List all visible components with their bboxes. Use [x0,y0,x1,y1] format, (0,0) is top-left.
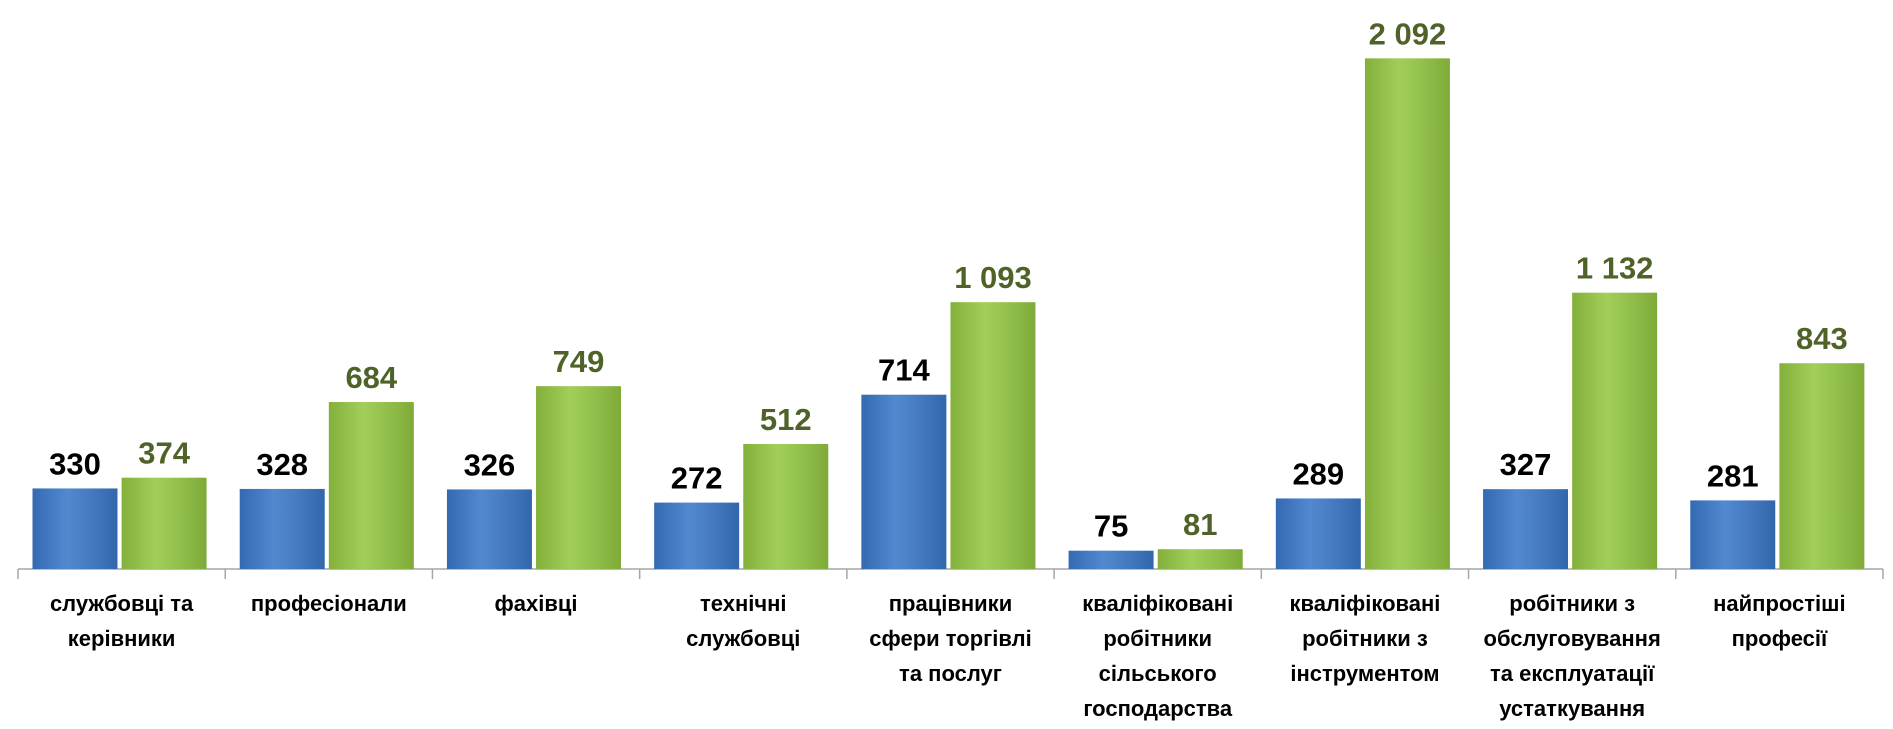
value-label: 81 [1183,507,1217,542]
value-label: 330 [49,446,101,481]
value-label: 684 [345,360,397,395]
value-label: 1 132 [1576,251,1654,286]
x-tick-label: найпростіші професії [1713,591,1846,651]
x-tick-label: робітники з обслуговування та експлуатації… [1484,591,1661,721]
value-label: 2 092 [1369,16,1447,51]
value-label: 512 [760,402,812,437]
bar-shading [861,394,947,569]
bar-shading [1068,550,1154,569]
value-label: 272 [671,461,723,496]
bar-shading [32,488,118,569]
bar-shading [1157,549,1243,569]
bar-shading [536,386,622,569]
bar-shading [1779,363,1865,569]
bar-shading [446,489,532,569]
bar-shading [1275,498,1361,569]
x-tick-label: фахівці [495,591,578,616]
x-tick-label: службовці та керівники [50,591,194,651]
bar-shading [121,477,207,569]
value-label: 327 [1500,447,1552,482]
bar-shading [743,444,829,569]
x-tick-label: кваліфіковані робітники з інструментом [1289,591,1440,686]
bar-shading [1364,58,1450,569]
bar-shading [1690,500,1776,569]
value-label: 75 [1094,509,1128,544]
value-label: 328 [256,447,308,482]
value-label: 1 093 [954,260,1032,295]
value-label: 714 [878,353,930,388]
value-label: 843 [1796,321,1848,356]
value-label: 281 [1707,458,1759,493]
value-label: 749 [553,344,605,379]
value-label: 326 [464,447,516,482]
x-tick-label: технічні службовці [686,591,800,651]
bar-shading [239,488,325,569]
value-label: 289 [1292,456,1344,491]
bar-shading [328,402,414,569]
bar-shading [1483,489,1569,569]
x-tick-label: кваліфіковані робітники сільського господар… [1082,591,1233,721]
value-label: 374 [138,436,190,471]
x-tick-label: працівники сфери торгівлі та послуг [869,591,1031,686]
bar-shading [654,502,740,569]
bar-shading [950,302,1036,569]
x-tick-label: професіонали [251,591,407,616]
bar-shading [1572,292,1658,569]
